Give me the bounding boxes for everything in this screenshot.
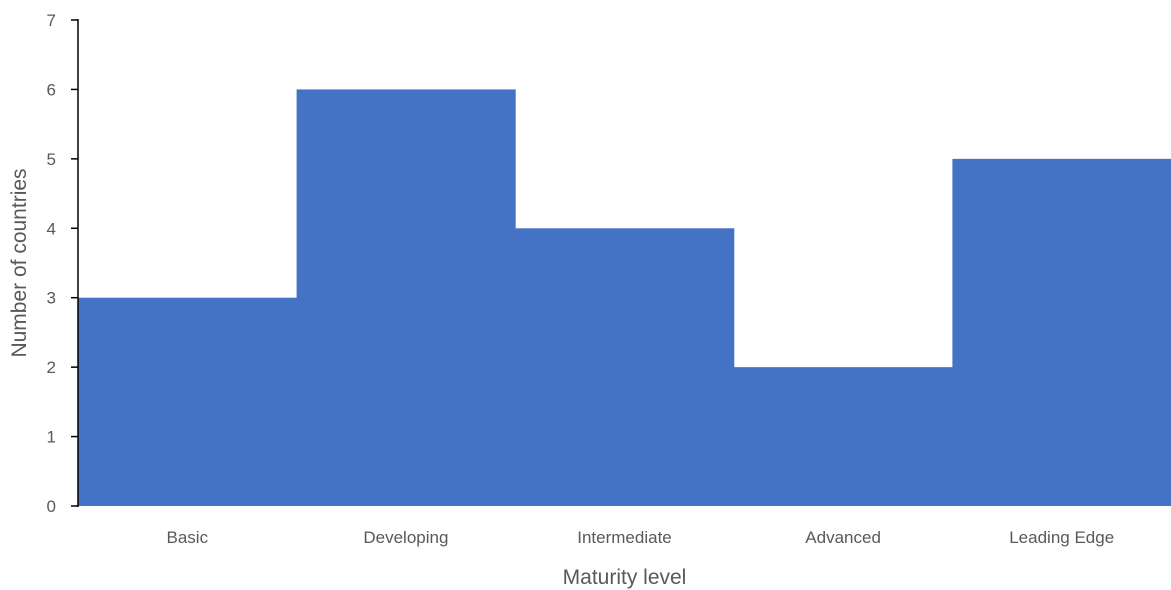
x-axis-labels: Basic Developing Intermediate Advanced Leadi… <box>167 528 1115 547</box>
x-tick-label: Basic <box>167 528 209 547</box>
bar-leading-edge <box>952 158 1171 506</box>
bar-developing <box>296 89 516 506</box>
y-tick-label: 2 <box>47 358 56 377</box>
bars-group <box>78 89 1171 507</box>
x-tick-label: Intermediate <box>577 528 672 547</box>
y-tick-label: 1 <box>47 428 56 447</box>
y-tick-label: 0 <box>47 497 56 516</box>
bar-intermediate <box>515 228 735 507</box>
x-tick-label: Leading Edge <box>1009 528 1114 547</box>
x-axis-title: Maturity level <box>563 566 687 589</box>
bar-advanced <box>733 367 953 506</box>
axes-group: 0 1 2 3 4 5 6 7 Basic Developing Intermediate Adva… <box>47 11 1115 547</box>
y-tick-label: 7 <box>47 11 56 30</box>
y-axis-title: Number of countries <box>8 168 31 357</box>
x-tick-label: Advanced <box>805 528 881 547</box>
y-tick-label: 5 <box>47 150 56 169</box>
y-axis-ticks: 0 1 2 3 4 5 6 7 <box>47 11 78 516</box>
x-tick-label: Developing <box>363 528 448 547</box>
y-tick-label: 3 <box>47 289 56 308</box>
y-tick-label: 6 <box>47 80 56 99</box>
bar-basic <box>78 297 298 506</box>
y-tick-label: 4 <box>47 219 56 238</box>
